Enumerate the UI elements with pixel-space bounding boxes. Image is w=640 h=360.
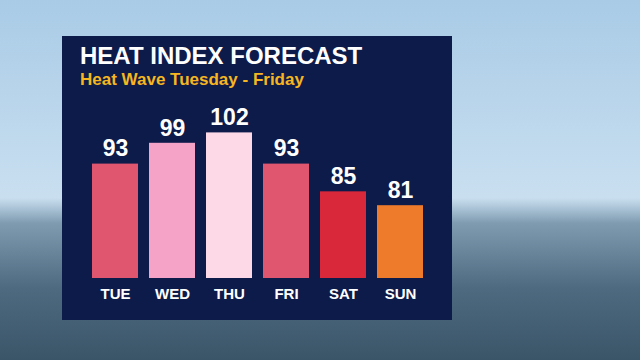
html-text:HEAT INDEX FORECAST: HEAT INDEX FORECAST (80, 42, 363, 69)
svg-text:81: 81 (388, 177, 414, 203)
svg-text:SAT: SAT (329, 285, 358, 302)
svg-text:FRI: FRI (274, 285, 298, 302)
svg-text:SUN: SUN (385, 285, 417, 302)
svg-text:99: 99 (160, 115, 186, 141)
svg-text:WED: WED (155, 285, 190, 302)
svg-text:TUE: TUE (101, 285, 131, 302)
html-text:Heat Wave Tuesday - Friday: Heat Wave Tuesday - Friday (80, 70, 304, 89)
svg-text:102: 102 (210, 104, 248, 130)
svg-text:93: 93 (274, 135, 300, 161)
svg-text:93: 93 (103, 135, 129, 161)
svg-text:85: 85 (331, 163, 357, 189)
svg-text:THU: THU (214, 285, 245, 302)
